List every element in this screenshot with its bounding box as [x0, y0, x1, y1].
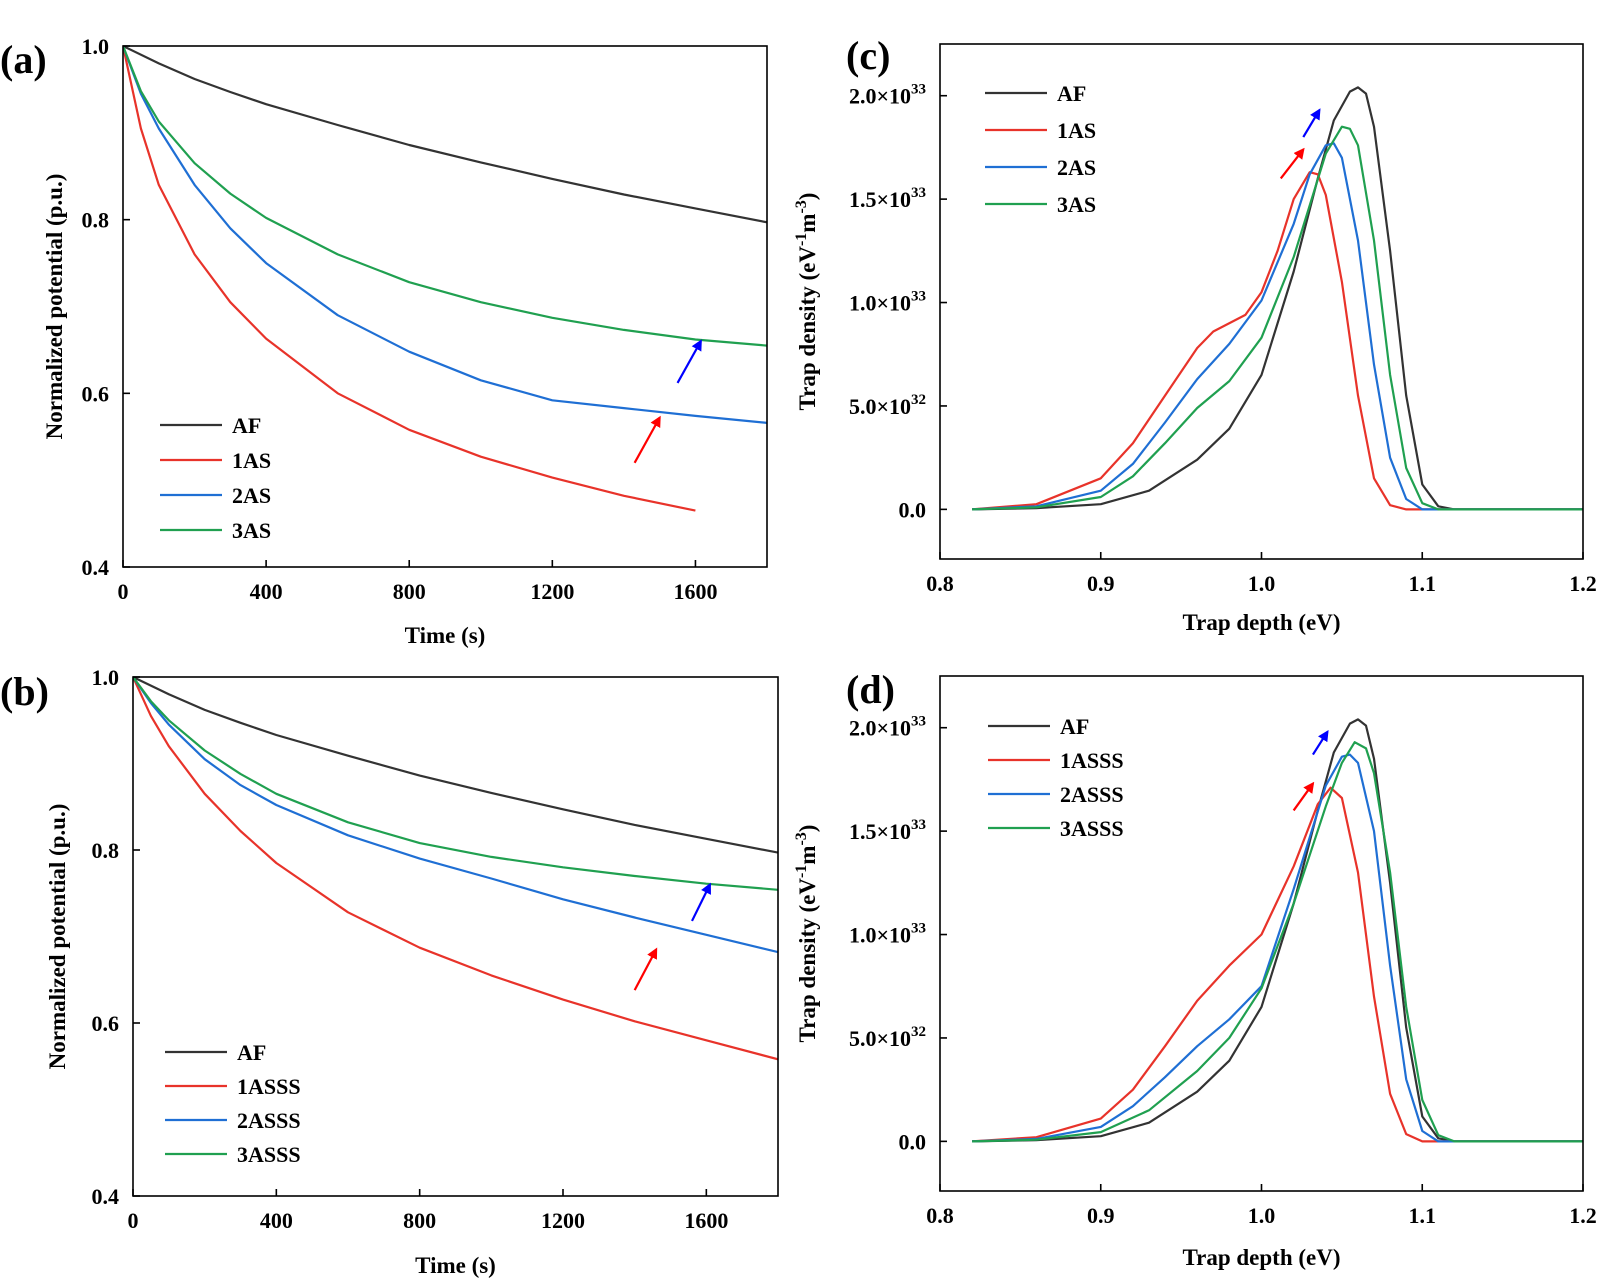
series-line-AF [972, 86, 1583, 511]
y-tick-label: 2.0×1033 [849, 714, 926, 741]
x-tick-label: 400 [260, 1208, 293, 1233]
x-tick-label: 1600 [673, 579, 717, 604]
series-line-3ASSS [133, 677, 778, 891]
trend-arrow [1279, 147, 1305, 180]
trend-arrow [1302, 108, 1321, 138]
x-tick-label: 0.8 [926, 1203, 954, 1228]
panel-3: 0.8 0.9 1.0 1.1 1.2 0.0 5.0×1032 1.0×1033 1.5×10… [793, 667, 1597, 1270]
legend-label: AF [237, 1040, 266, 1065]
legend-label: 2ASSS [237, 1108, 301, 1133]
legend-label: AF [1060, 714, 1089, 739]
series-line-3AS [972, 125, 1583, 511]
series-line-3ASSS [972, 741, 1583, 1143]
y-tick-label: 1.0×1033 [849, 921, 926, 948]
legend-label: 3AS [1057, 192, 1096, 217]
x-tick-label: 0.9 [1087, 1203, 1115, 1228]
x-tick-label: 1.0 [1248, 1203, 1276, 1228]
x-tick-label: 1600 [684, 1208, 728, 1233]
x-axis-title: Time (s) [415, 1253, 496, 1278]
legend-label: 2ASSS [1060, 782, 1124, 807]
y-tick-label: 0.8 [92, 838, 120, 863]
y-tick-label: 0.4 [92, 1184, 120, 1209]
trend-arrow [633, 947, 658, 991]
legend-label: 3AS [232, 518, 271, 543]
y-tick-label: 0.0 [899, 1129, 927, 1154]
legend-label: 1AS [232, 448, 271, 473]
legend-label: AF [1057, 81, 1086, 106]
legend-label: 3ASSS [237, 1142, 301, 1167]
series-line-2ASSS [133, 677, 778, 954]
y-tick-label: 0.6 [82, 381, 110, 406]
x-axis-title: Trap depth (eV) [1182, 610, 1340, 635]
series-line-AF [133, 677, 778, 854]
x-tick-label: 800 [403, 1208, 436, 1233]
plot-frame [122, 45, 768, 568]
x-tick-label: 800 [393, 579, 426, 604]
y-axis-title: Trap density (eV-1m-3) [793, 825, 820, 1043]
y-axis-title: Normalized potential (p.u.) [45, 804, 70, 1070]
panel-label: (c) [846, 33, 890, 78]
legend-label: 1ASSS [237, 1074, 301, 1099]
y-tick-label: 1.5×1033 [849, 817, 926, 844]
x-tick-label: 1.2 [1569, 571, 1597, 596]
series-line-1AS [972, 171, 1583, 511]
x-tick-label: 1.2 [1569, 1203, 1597, 1228]
y-tick-label: 0.6 [92, 1011, 120, 1036]
y-tick-label: 0.0 [899, 497, 927, 522]
panel-0: 0 400 800 1200 1600 0.4 0.6 0.8 1.0 Time (s) Norma… [0, 34, 768, 648]
y-axis-title: Trap density (eV-1m-3) [793, 193, 820, 411]
legend-label: 2AS [1057, 155, 1096, 180]
series-line-AF [123, 46, 767, 224]
series-line-2AS [972, 142, 1583, 511]
series-line-1ASSS [133, 677, 778, 1061]
panel-2: 0.8 0.9 1.0 1.1 1.2 0.0 5.0×1032 1.0×1033 1.5×10… [793, 33, 1597, 635]
x-axis-title: Time (s) [405, 623, 486, 648]
trend-arrow [676, 339, 702, 384]
x-tick-label: 0 [128, 1208, 139, 1233]
series-line-3AS [123, 46, 767, 347]
legend-label: AF [232, 413, 261, 438]
y-tick-label: 1.0 [82, 34, 110, 59]
legend-label: 2AS [232, 483, 271, 508]
series-line-1ASSS [972, 786, 1583, 1143]
x-tick-label: 400 [250, 579, 283, 604]
x-tick-label: 1.0 [1248, 571, 1276, 596]
trend-arrow [1292, 781, 1315, 812]
y-tick-label: 1.0×1033 [849, 289, 926, 316]
plot-frame [132, 676, 779, 1197]
panel-label: (d) [846, 667, 895, 712]
y-tick-label: 1.0 [92, 665, 120, 690]
legend-label: 1ASSS [1060, 748, 1124, 773]
x-tick-label: 1200 [530, 579, 574, 604]
legend-label: 1AS [1057, 118, 1096, 143]
legend-label: 3ASSS [1060, 816, 1124, 841]
y-tick-label: 0.8 [82, 208, 110, 233]
panel-1: 0 400 800 1200 1600 0.4 0.6 0.8 1.0 Time (s) Norma… [0, 665, 779, 1278]
y-tick-label: 2.0×1033 [849, 82, 926, 109]
trend-arrow [633, 415, 661, 464]
x-axis-title: Trap depth (eV) [1182, 1245, 1340, 1270]
x-tick-label: 1.1 [1409, 571, 1437, 596]
trend-arrow [691, 882, 711, 922]
panel-label: (a) [0, 37, 47, 82]
y-tick-label: 5.0×1032 [849, 1024, 926, 1051]
panel-label: (b) [0, 669, 49, 714]
series-line-1AS [123, 46, 696, 512]
series-line-AF [972, 718, 1583, 1143]
series-line-2AS [123, 46, 767, 424]
x-tick-label: 1.1 [1409, 1203, 1437, 1228]
y-tick-label: 0.4 [82, 555, 110, 580]
y-tick-label: 5.0×1032 [849, 392, 926, 419]
y-axis-title: Normalized potential (p.u.) [42, 174, 67, 440]
x-tick-label: 0.8 [926, 571, 954, 596]
y-tick-label: 1.5×1033 [849, 185, 926, 212]
x-tick-label: 0 [118, 579, 129, 604]
trend-arrow [1312, 729, 1329, 756]
x-tick-label: 1200 [541, 1208, 585, 1233]
series-line-2ASSS [972, 753, 1583, 1143]
x-tick-label: 0.9 [1087, 571, 1115, 596]
